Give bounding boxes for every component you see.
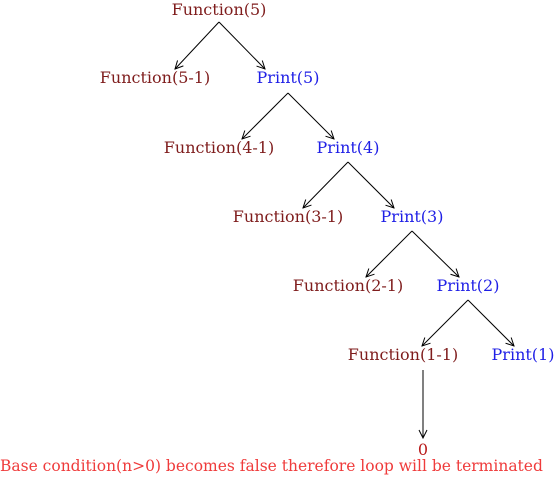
- node-function-1-1: Function(1-1): [347, 345, 459, 364]
- edge-print-5-to-print-4: [287, 92, 334, 139]
- edge-print-3-to-print-2: [411, 230, 459, 277]
- edge-print-5-to-function-4-1: [242, 92, 289, 139]
- base-condition-note: Base condition(n>0) becomes false theref…: [0, 457, 543, 475]
- node-print-4: Print(4): [316, 138, 380, 157]
- node-print-5: Print(5): [256, 68, 320, 87]
- edge-print-3-to-function-2-1: [366, 230, 413, 277]
- node-root-function: Function(5): [171, 0, 267, 19]
- edge-print-4-to-function-3-1: [303, 161, 349, 208]
- edge-print-4-to-print-3: [347, 161, 394, 208]
- edge-print-2-to-function-1-1: [422, 299, 469, 346]
- node-function-5-1: Function(5-1): [99, 68, 211, 87]
- node-terminal-zero: 0: [417, 440, 429, 459]
- edge-print-2-to-print-1: [467, 299, 514, 346]
- node-function-3-1: Function(3-1): [232, 207, 344, 226]
- node-print-1: Print(1): [491, 345, 554, 364]
- edge-root-to-function-5-1: [175, 21, 220, 69]
- node-print-3: Print(3): [380, 207, 444, 226]
- node-function-4-1: Function(4-1): [163, 138, 275, 157]
- node-print-2: Print(2): [436, 276, 500, 295]
- edge-root-to-print-5: [218, 21, 265, 69]
- node-function-2-1: Function(2-1): [292, 276, 404, 295]
